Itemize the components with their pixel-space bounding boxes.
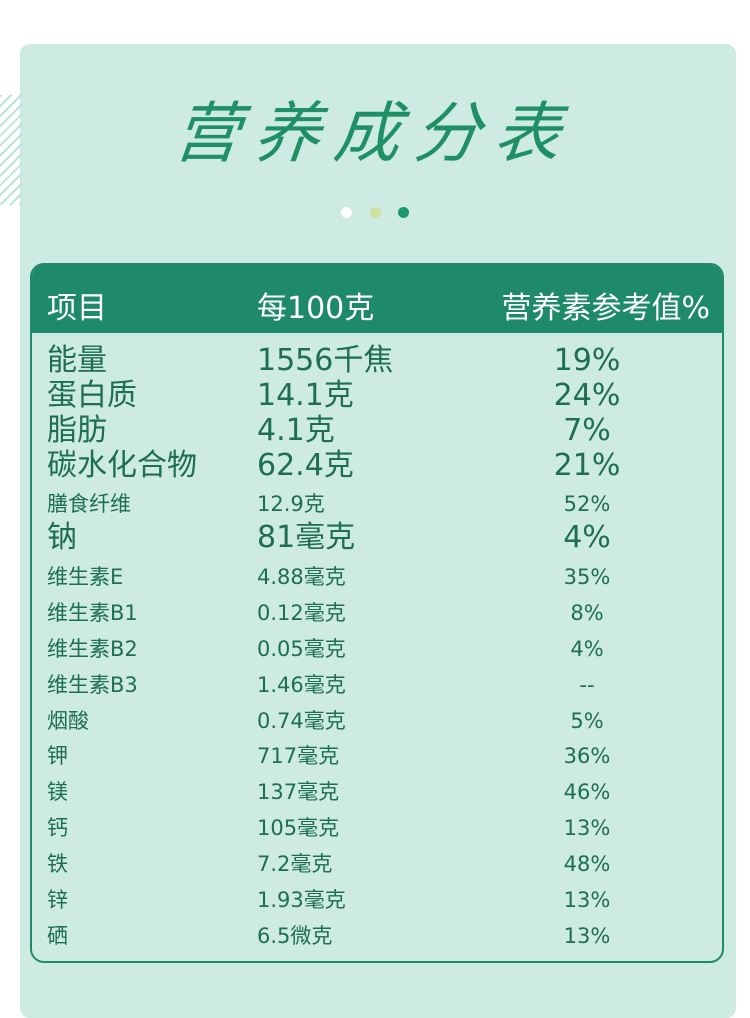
nutrient-nrv: 13% [563, 816, 611, 840]
carousel-dots [0, 202, 750, 221]
table-row: 钾 717毫克 36% [32, 739, 722, 773]
nutrient-nrv: 8% [570, 601, 604, 625]
table-row: 维生素B3 1.46毫克 -- [32, 668, 722, 702]
table-row: 硒 6.5微克 13% [32, 919, 722, 953]
dot-indicator-3 [397, 207, 409, 218]
table-row: 维生素B2 0.05毫克 4% [32, 632, 722, 666]
nutrient-amount: 137毫克 [257, 780, 340, 804]
nutrient-amount: 7.2毫克 [257, 852, 333, 876]
decorative-stripes [0, 95, 22, 205]
table-row: 铁 7.2毫克 48% [32, 847, 722, 881]
nutrient-name: 锌 [47, 888, 68, 912]
nutrient-nrv: 52% [563, 492, 611, 516]
nutrient-name: 维生素B3 [47, 673, 138, 697]
nutrient-nrv: 35% [563, 565, 611, 589]
nutrient-name: 铁 [47, 852, 68, 876]
nutrient-name: 维生素B1 [47, 601, 138, 625]
nutrient-amount: 4.88毫克 [257, 565, 346, 589]
table-row: 维生素B1 0.12毫克 8% [32, 596, 722, 630]
table-header: 项目 每100克 营养素参考值% [32, 265, 722, 333]
table-row: 膳食纤维 12.9克 52% [32, 487, 722, 521]
header-nrv: 营养素参考值% [501, 291, 710, 326]
nutrient-nrv: 13% [563, 888, 611, 912]
nutrient-amount: 81毫克 [257, 520, 356, 555]
nutrient-amount: 105毫克 [257, 816, 340, 840]
nutrient-amount: 1556千焦 [257, 343, 394, 378]
table-row: 烟酸 0.74毫克 5% [32, 704, 722, 738]
nutrient-amount: 1.93毫克 [257, 888, 346, 912]
nutrient-name: 钾 [47, 744, 68, 768]
nutrition-table: 项目 每100克 营养素参考值% 能量 1556千焦 19% 蛋白质 14.1克 24% 脂… [30, 263, 724, 963]
table-row: 脂肪 4.1克 7% [32, 413, 722, 449]
nutrient-nrv: 48% [563, 852, 611, 876]
dot-indicator-1 [341, 207, 353, 218]
nutrient-amount: 1.46毫克 [257, 673, 346, 697]
table-row: 能量 1556千焦 19% [32, 343, 722, 379]
nutrient-nrv: 4% [563, 520, 611, 555]
nutrient-nrv: 5% [570, 709, 604, 733]
nutrient-amount: 14.1克 [257, 378, 354, 413]
nutrient-name: 钠 [47, 520, 77, 555]
nutrient-name: 烟酸 [47, 709, 89, 733]
nutrient-nrv: 46% [563, 780, 611, 804]
nutrient-nrv: 24% [553, 378, 621, 413]
nutrient-nrv: 21% [553, 448, 621, 483]
nutrient-amount: 0.12毫克 [257, 601, 346, 625]
nutrient-amount: 62.4克 [257, 448, 354, 483]
table-row: 碳水化合物 62.4克 21% [32, 448, 722, 484]
nutrient-amount: 0.74毫克 [257, 709, 346, 733]
table-row: 钙 105毫克 13% [32, 811, 722, 845]
nutrient-nrv: 19% [553, 343, 621, 378]
nutrient-name: 钙 [47, 816, 68, 840]
nutrient-amount: 717毫克 [257, 744, 340, 768]
nutrient-name: 硒 [47, 924, 68, 948]
table-row: 钠 81毫克 4% [32, 520, 722, 556]
nutrient-nrv: 36% [563, 744, 611, 768]
table-row: 维生素E 4.88毫克 35% [32, 560, 722, 594]
page-title: 营养成分表 [170, 95, 579, 172]
nutrient-nrv: 7% [563, 413, 611, 448]
nutrient-name: 维生素E [47, 565, 124, 589]
nutrient-name: 维生素B2 [47, 637, 138, 661]
dot-indicator-2 [369, 207, 381, 218]
nutrient-name: 脂肪 [47, 413, 107, 448]
table-row: 镁 137毫克 46% [32, 775, 722, 809]
nutrient-amount: 4.1克 [257, 413, 335, 448]
nutrient-name: 蛋白质 [47, 378, 137, 413]
nutrient-nrv: -- [579, 673, 595, 697]
header-per-100g: 每100克 [257, 291, 375, 326]
table-row: 蛋白质 14.1克 24% [32, 378, 722, 414]
table-row: 锌 1.93毫克 13% [32, 883, 722, 917]
nutrient-name: 碳水化合物 [47, 448, 197, 483]
nutrient-name: 镁 [47, 780, 68, 804]
nutrient-name: 能量 [47, 343, 107, 378]
header-item: 项目 [47, 291, 107, 326]
nutrient-nrv: 13% [563, 924, 611, 948]
nutrient-name: 膳食纤维 [47, 492, 131, 516]
nutrient-amount: 6.5微克 [257, 924, 333, 948]
nutrient-amount: 0.05毫克 [257, 637, 346, 661]
nutrient-amount: 12.9克 [257, 492, 325, 516]
nutrient-nrv: 4% [570, 637, 604, 661]
